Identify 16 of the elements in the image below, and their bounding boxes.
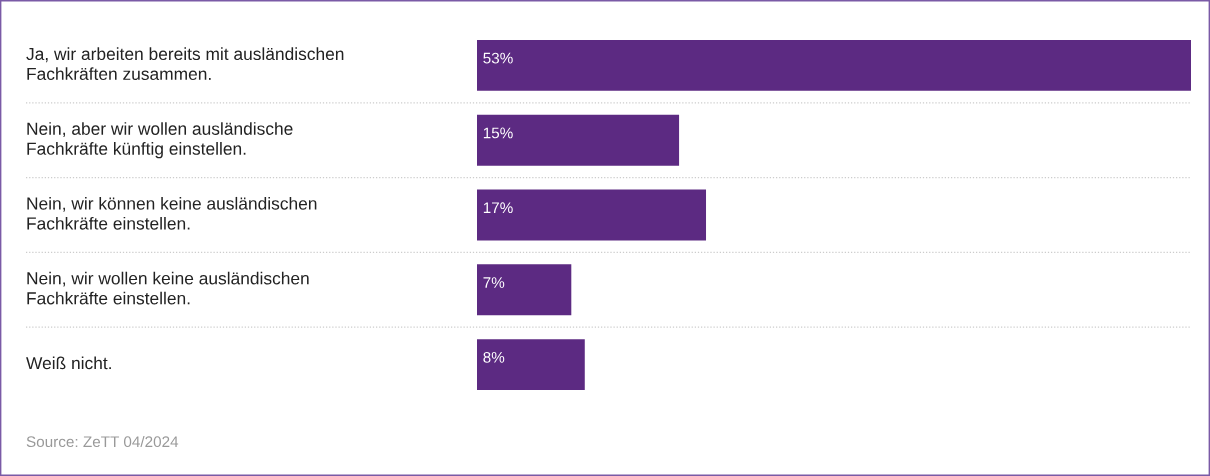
bar: [477, 339, 585, 391]
y-tick-label: Nein, wir wollen keine ausländischen Fachkräfte einstellen.: [27, 271, 309, 305]
y-tick-label: Ja, wir arbeiten bereits mit ausländischen Fachkräften zusammen.: [26, 47, 344, 81]
y-tick-label: Nein, aber wir wollen ausländische Fachkräfte künftig einstellen.: [27, 122, 293, 159]
bar: [477, 264, 572, 316]
data-label: 8%: [483, 351, 505, 363]
bar: [477, 189, 707, 241]
bar: [477, 39, 1191, 91]
data-label: 15%: [483, 127, 513, 139]
bar: [477, 114, 680, 166]
source-note: Source: ZeTT 04/2024: [26, 435, 179, 448]
data-label: 53%: [483, 52, 513, 64]
y-tick-label: Nein, wir können keine ausländischen Fachkräfte einstellen.: [27, 196, 317, 230]
y-tick-label: Weiß nicht.: [26, 356, 111, 370]
data-label: 17%: [483, 202, 513, 214]
data-label: 7%: [483, 277, 505, 288]
